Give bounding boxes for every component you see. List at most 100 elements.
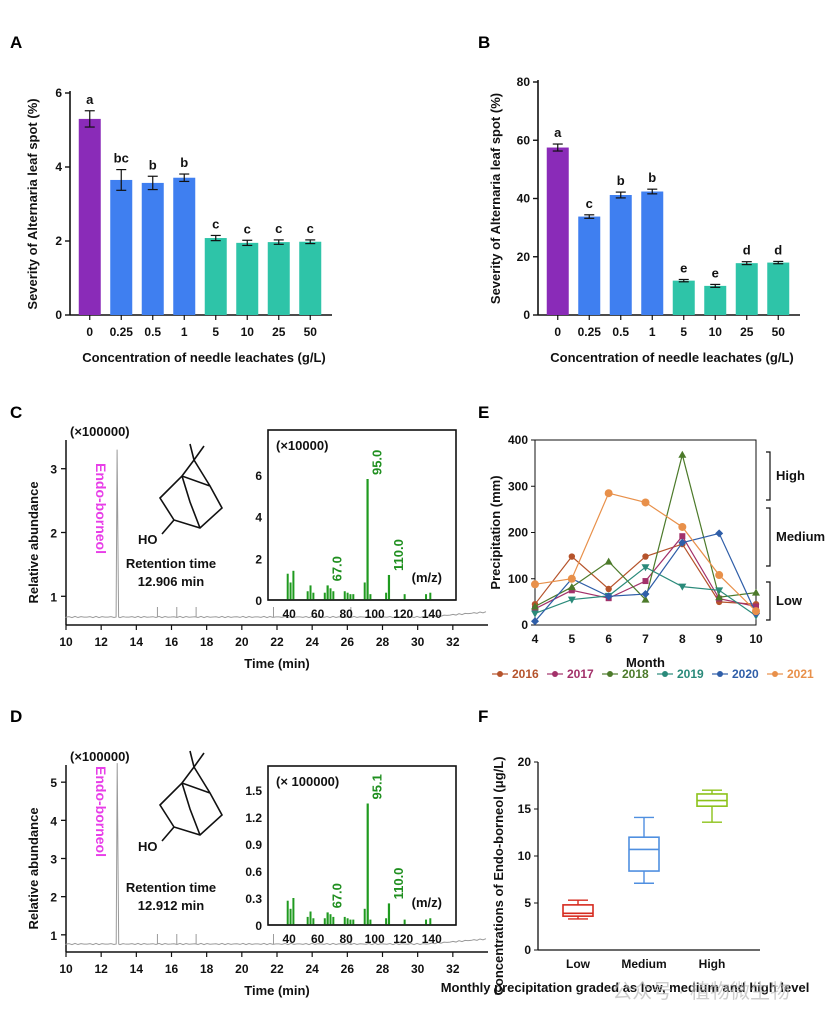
inset-x-tick-label: 40 (282, 607, 296, 621)
x-tick-label: 50 (304, 325, 318, 339)
y-tick-label: 1 (50, 929, 57, 943)
x-tick-label: 50 (772, 325, 786, 339)
bar (204, 238, 227, 315)
y-axis-title: Precipitation (mm) (488, 475, 503, 589)
significance-letter: d (774, 242, 782, 257)
series-marker (604, 557, 613, 565)
bracket-label: High (776, 468, 805, 483)
bracket-label: Low (776, 593, 803, 608)
y-tick-label: 5 (50, 776, 57, 790)
significance-letter: c (275, 221, 282, 236)
y-tick-label: 1 (50, 590, 57, 604)
inset-x-tick-label: 100 (365, 607, 385, 621)
inset-x-tick-label: 120 (393, 932, 413, 946)
x-tick-label: 0.25 (578, 325, 602, 339)
x-tick-label: 16 (165, 962, 179, 976)
series-marker (568, 553, 576, 560)
series-marker (641, 590, 650, 599)
hydroxyl-label: HO (138, 532, 158, 547)
series-marker (715, 571, 724, 580)
y-tick-label: 200 (508, 526, 528, 540)
box (628, 836, 660, 872)
significance-letter: bc (114, 151, 129, 166)
retention-value: 12.912 min (138, 898, 205, 913)
inset-y-tick-label: 1.5 (245, 784, 262, 798)
x-tick-label: 5 (680, 325, 687, 339)
legend-marker (662, 671, 668, 677)
legend-marker (497, 671, 503, 677)
y-tick-label: 400 (508, 433, 528, 447)
y-axis-title: Severity of Alternaria leaf spot (%) (25, 98, 40, 309)
series-marker (678, 522, 687, 531)
inset-x-tick-label: 40 (282, 932, 296, 946)
series-marker (568, 587, 575, 594)
bar (173, 177, 196, 315)
inset-x-tick-label: 60 (311, 607, 325, 621)
y-tick-label: 3 (50, 853, 57, 867)
bracket (766, 581, 771, 621)
retention-value: 12.906 min (138, 574, 205, 589)
inset-x-tick-label: 140 (422, 607, 442, 621)
y-tick-label: 2 (50, 891, 57, 905)
x-tick-label: 20 (235, 635, 249, 649)
y-tick-label: 6 (55, 86, 62, 100)
inset-x-label: (m/z) (412, 570, 442, 585)
x-tick-label: 30 (411, 962, 425, 976)
y-tick-label: 10 (518, 849, 532, 863)
series-marker (752, 588, 760, 596)
series-marker (715, 587, 724, 595)
x-tick-label: 25 (272, 325, 286, 339)
legend-label: 2018 (622, 667, 649, 681)
x-tick-label: 1 (181, 325, 188, 339)
precipitation-panel-e: 0 100 200 300 400 4 5 6 7 8 9 10 Month Precipitation … (488, 433, 825, 681)
inset-y-tick-label: 6 (255, 469, 262, 483)
inset-x-tick-label: 80 (339, 932, 353, 946)
y-tick-label: 0 (523, 308, 530, 322)
panel-letter-c: C (10, 403, 22, 422)
x-tick-label: Low (566, 957, 591, 971)
legend-marker (607, 671, 613, 677)
x-tick-label: 9 (716, 632, 723, 646)
inset-y-tick-label: 2 (255, 552, 262, 566)
x-axis-title: Monthly precipitation graded as low, med… (441, 980, 810, 995)
inset-x-label: (m/z) (412, 895, 442, 910)
series-marker (753, 603, 759, 610)
x-tick-label: 32 (446, 635, 460, 649)
scale-label: (×100000) (70, 749, 130, 764)
x-tick-label: 10 (241, 325, 255, 339)
inset-frame (267, 765, 457, 926)
x-axis-title: Time (min) (244, 656, 310, 671)
x-tick-label: 14 (130, 635, 144, 649)
spectrum-peak-label: 67.0 (330, 556, 345, 581)
y-tick-label: 2 (55, 234, 62, 248)
x-tick-label: 8 (679, 632, 686, 646)
mass-spectrum-inset: 0 0.3 0.6 0.9 1.2 1.5 40 60 80 100 120 140 (× 100000… (245, 765, 457, 946)
x-tick-label: 0 (554, 325, 561, 339)
x-tick-label: 4 (532, 632, 539, 646)
bar-chart-panel-a: 0 2 4 6 a 0 bc 0.25 b 0.5 b 1 c 5 c 10 c 25 c 50 Concentrati… (25, 86, 332, 365)
y-tick-label: 40 (517, 192, 531, 206)
inset-y-tick-label: 4 (255, 511, 262, 525)
inset-scale-label: (×10000) (276, 438, 328, 453)
bar (299, 241, 322, 315)
x-tick-label: 22 (270, 635, 284, 649)
y-tick-label: 100 (508, 572, 528, 586)
x-tick-label: 10 (709, 325, 723, 339)
boxplot-panel-f: 0 5 10 15 20 Low Medium High Concentrations of E… (441, 755, 810, 996)
inset-x-tick-label: 60 (311, 932, 325, 946)
y-axis-title: Severity of Alternaria leaf spot (%) (488, 93, 503, 304)
bracket (766, 507, 771, 567)
compound-label: Endo-borneol (93, 766, 109, 857)
x-tick-label: 32 (446, 962, 460, 976)
hydroxyl-label: HO (138, 839, 158, 854)
significance-letter: b (149, 157, 157, 172)
y-axis-title: Relative abundance (26, 481, 41, 603)
inset-x-tick-label: 100 (365, 932, 385, 946)
x-tick-label: 25 (740, 325, 754, 339)
significance-letter: e (680, 260, 687, 275)
legend-marker (552, 671, 558, 677)
x-tick-label: 5 (212, 325, 219, 339)
